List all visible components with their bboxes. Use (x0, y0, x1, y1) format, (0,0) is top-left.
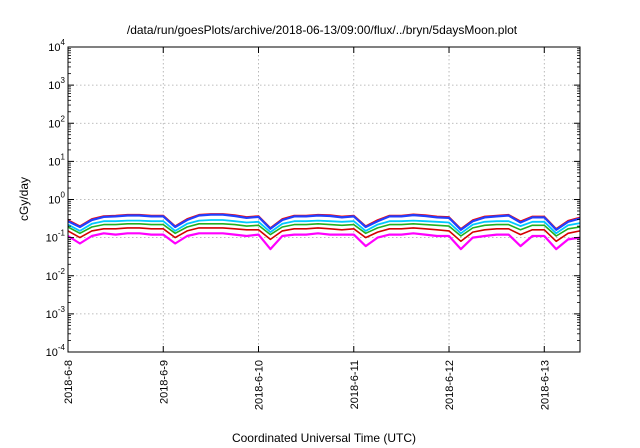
y-tick-label: 100 (48, 191, 65, 207)
y-tick-label: 10-3 (46, 305, 66, 321)
series-line (67, 232, 581, 251)
x-axis-label: Coordinated Universal Time (UTC) (232, 431, 416, 445)
y-tick-label: 101 (48, 152, 65, 168)
x-tick-label: 2018-6-11 (349, 360, 361, 409)
y-tick-label: 104 (48, 38, 65, 54)
series-line (67, 219, 581, 235)
x-tick-label: 2018-6-9 (158, 360, 170, 404)
y-tick-label: 102 (48, 114, 65, 130)
y-tick-label: 10-4 (46, 343, 66, 359)
x-tick-label: 2018-6-12 (444, 360, 456, 410)
series-line (67, 223, 581, 237)
series-line (67, 227, 581, 243)
series-line (67, 213, 581, 231)
chart-title: /data/run/goesPlots/archive/2018-06-13/0… (127, 23, 518, 37)
x-axis-ticks: 2018-6-8 2018-6-9 2018-6-10 2018-6-11 2018-6… (63, 47, 551, 410)
y-tick-label: 10-1 (46, 229, 66, 245)
y-axis-ticks: 10-4 10-3 10-2 10-1 100 101 102 103 104 (46, 38, 580, 359)
y-tick-label: 10-2 (46, 267, 66, 283)
x-tick-label: 2018-6-10 (254, 360, 266, 410)
series-lines (67, 213, 581, 251)
x-tick-label: 2018-6-13 (539, 360, 551, 410)
grid-lines (67, 47, 580, 352)
y-tick-label: 103 (48, 76, 65, 92)
y-axis-label: cGy/day (17, 177, 31, 221)
x-tick-label: 2018-6-8 (63, 360, 75, 404)
